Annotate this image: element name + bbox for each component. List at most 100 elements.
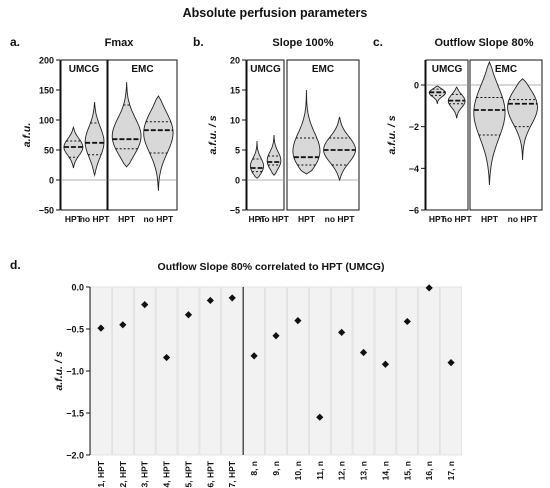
data-point [359, 348, 368, 357]
x-tick-label: 1, HPT [96, 460, 106, 487]
y-tick-label: −6 [409, 206, 419, 216]
x-tick-label: 11, n [315, 461, 325, 480]
group-label: UMCG [69, 64, 100, 75]
panel-c: c. Outflow Slope 80% −6 −4 −2 0 a.f.u. / s UMCG… [373, 35, 543, 224]
y-tick-label: −2 [409, 122, 419, 132]
y-axis-label: a.f.u. [21, 123, 33, 148]
group-box [246, 59, 285, 211]
violin-no-hpt: no HPT [80, 101, 110, 224]
y-tick-label: −2.0 [66, 451, 84, 461]
x-tick-label: no HPT [259, 214, 290, 224]
violin-hpt: HPT [292, 89, 321, 224]
x-tick-label: no HPT [508, 214, 539, 224]
y-tick-label: 5 [235, 146, 240, 156]
group-box [107, 59, 178, 211]
x-tick-label: 6, HPT [205, 460, 215, 487]
category-column [90, 286, 112, 456]
category-column [112, 286, 134, 456]
panel-letter: a. [10, 35, 20, 49]
y-tick-label: 20 [230, 56, 240, 66]
category-column [396, 286, 419, 456]
x-tick-label: 16, n [424, 461, 434, 480]
violin-shape [266, 134, 282, 176]
data-point [184, 311, 193, 319]
y-tick-label: −50 [39, 206, 54, 216]
data-point [425, 284, 433, 292]
data-point [228, 294, 236, 302]
x-tick-label: 7, HPT [227, 460, 237, 487]
y-tick-label: 0 [235, 176, 240, 186]
violin-hpt: HPT [473, 60, 506, 224]
x-tick-label: no HPT [325, 214, 356, 224]
violin-hpt: HPT [428, 85, 447, 224]
category-column [374, 286, 397, 456]
data-point [403, 317, 411, 326]
group-emc: EMC HPT no HPT [107, 59, 178, 224]
x-tick-label: 12, n [337, 461, 347, 480]
category-column [418, 286, 440, 456]
violin-hpt: HPT [111, 82, 142, 224]
data-point [141, 301, 149, 309]
y-tick-label: −5 [230, 206, 240, 216]
y-tick-label: 0 [49, 176, 54, 186]
data-point [250, 352, 258, 360]
group-emc: EMC HPT no HPT [286, 59, 360, 224]
panel-title: Outflow Slope 80% correlated to HPT (UMC… [158, 261, 385, 273]
category-column [330, 286, 353, 456]
y-axis-label: a.f.u. / s [386, 115, 398, 154]
violin-no-hpt: no HPT [323, 116, 356, 224]
y-tick-label: 50 [44, 146, 54, 156]
group-emc: EMC HPT no HPT [469, 59, 543, 224]
y-tick-label: −1.5 [66, 409, 84, 419]
category-column [243, 286, 265, 456]
category-column [440, 286, 462, 456]
violin-no-hpt: no HPT [507, 78, 539, 224]
x-tick-label: HPT [118, 214, 136, 224]
group-box [469, 59, 543, 211]
category-column [265, 286, 287, 456]
y-tick-label: 0 [414, 81, 419, 91]
y-tick-label: 200 [39, 56, 54, 66]
group-label: EMC [131, 64, 153, 75]
data-point [316, 413, 324, 421]
panel-title: Slope 100% [272, 37, 333, 49]
category-column [199, 286, 222, 456]
group-box [286, 59, 360, 211]
x-tick-label: HPT [248, 214, 266, 224]
panel-letter: c. [373, 35, 383, 49]
y-tick-label: −0.5 [66, 325, 84, 335]
violin-shape [323, 116, 356, 182]
x-tick-label: 4, HPT [162, 460, 172, 487]
panel-letter: b. [193, 35, 204, 49]
y-tick-label: −4 [409, 164, 419, 174]
data-point [447, 359, 455, 367]
violin-no-hpt: no HPT [143, 95, 174, 224]
violin-shape [447, 86, 466, 119]
violin-hpt: HPT [63, 125, 84, 224]
category-column [309, 286, 331, 456]
panel-d: d. Outflow Slope 80% correlated to HPT (U… [10, 258, 462, 487]
data-point [338, 328, 346, 336]
category-column [352, 286, 375, 456]
violin-shape [292, 89, 321, 175]
x-tick-label: 15, n [402, 461, 412, 480]
panel-title: Fmax [105, 37, 135, 49]
group-box [60, 59, 108, 211]
violin-shape [143, 95, 174, 191]
figure-title: Absolute perfusion parameters [183, 6, 368, 20]
x-tick-label: no HPT [442, 214, 473, 224]
y-tick-label: −1.0 [66, 367, 84, 377]
category-column [133, 286, 156, 456]
group-label: UMCG [250, 64, 281, 75]
x-tick-label: HPT [298, 214, 316, 224]
data-point [294, 317, 302, 325]
violin-no-hpt: no HPT [442, 86, 473, 224]
y-tick-label: 15 [230, 86, 240, 96]
violin-hpt: HPT [248, 140, 266, 224]
category-column [287, 286, 309, 456]
violin-shape [111, 82, 142, 168]
